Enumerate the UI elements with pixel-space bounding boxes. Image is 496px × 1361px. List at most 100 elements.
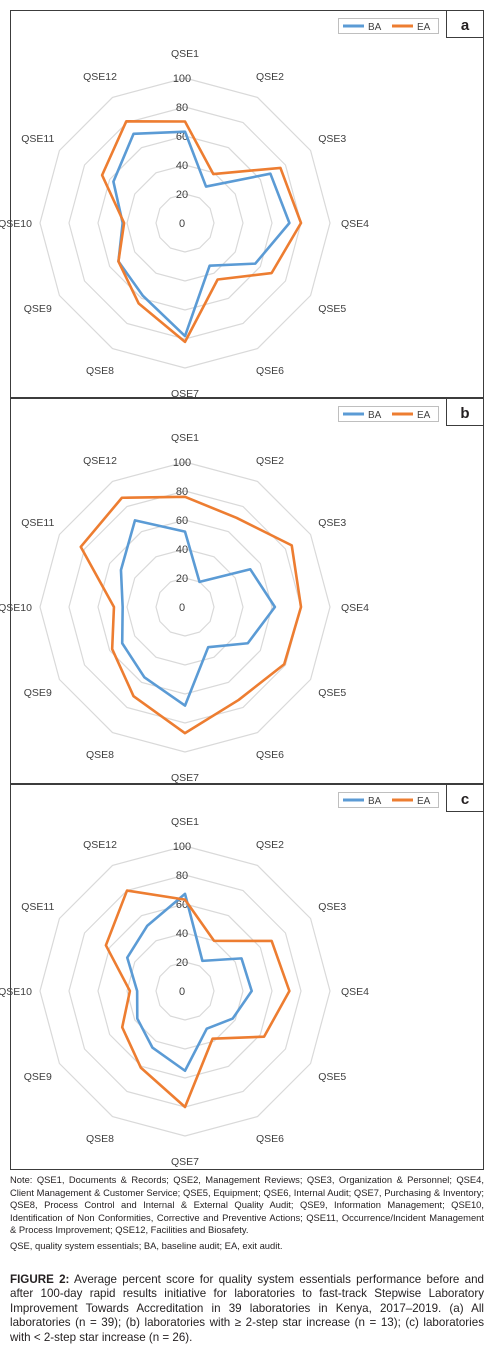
legend-label-ea: EA xyxy=(417,22,431,33)
grid-ring xyxy=(39,77,331,369)
radial-tick-label: 0 xyxy=(179,218,185,230)
radial-tick-label: 40 xyxy=(176,160,188,172)
category-label: QSE11 xyxy=(21,517,54,529)
category-label: QSE12 xyxy=(83,839,117,851)
category-label: QSE12 xyxy=(83,71,117,83)
category-label: QSE11 xyxy=(21,901,54,913)
grid-ring xyxy=(155,577,215,637)
panel-label: a xyxy=(461,17,470,34)
grid-ring xyxy=(39,461,331,753)
radial-tick-label: 20 xyxy=(176,957,188,969)
radial-tick-label: 60 xyxy=(176,899,188,911)
category-label: QSE10 xyxy=(0,218,32,230)
radial-tick-label: 100 xyxy=(173,841,191,853)
category-label: QSE9 xyxy=(24,303,52,315)
radial-tick-label: 80 xyxy=(176,486,188,498)
grid-ring xyxy=(155,961,215,1021)
series-line-ea xyxy=(100,119,303,344)
caption-label: FIGURE 2: xyxy=(10,1273,70,1286)
grid-ring xyxy=(97,135,273,311)
legend-box xyxy=(338,792,439,808)
radial-tick-label: 20 xyxy=(176,573,188,585)
series-line-ba xyxy=(125,892,253,1073)
legend-label-ba: BA xyxy=(368,410,382,421)
figure-caption: FIGURE 2: Average percent score for qual… xyxy=(10,1273,484,1345)
category-label: QSE3 xyxy=(318,133,346,145)
category-label: QSE10 xyxy=(0,986,32,998)
radial-tick-label: 100 xyxy=(173,73,191,85)
grid-ring xyxy=(97,903,273,1079)
category-label: QSE2 xyxy=(256,839,284,851)
category-label: QSE5 xyxy=(318,687,346,699)
legend: BA EA xyxy=(338,406,439,422)
grid-ring xyxy=(39,845,331,1137)
panel-frame xyxy=(10,10,484,398)
radial-tick-label: 40 xyxy=(176,544,188,556)
category-label: QSE4 xyxy=(341,986,369,998)
grid-ring xyxy=(126,548,244,666)
series-line-ea xyxy=(79,495,303,735)
acronym-note: QSE, quality system essentials; BA, base… xyxy=(10,1239,283,1251)
category-label: QSE7 xyxy=(171,772,199,784)
abbreviation-note: Note: QSE1, Documents & Records; QSE2, M… xyxy=(10,1174,484,1236)
category-label: QSE10 xyxy=(0,602,32,614)
category-label: QSE6 xyxy=(256,749,284,761)
category-label: QSE1 xyxy=(171,432,199,444)
category-label: QSE5 xyxy=(318,1071,346,1083)
radial-tick-label: 0 xyxy=(179,602,185,614)
category-label: QSE8 xyxy=(86,365,114,377)
category-label: QSE8 xyxy=(86,1133,114,1145)
figure-notes: Note: QSE1, Documents & Records; QSE2, M… xyxy=(10,1174,484,1256)
category-label: QSE9 xyxy=(24,687,52,699)
category-label: QSE3 xyxy=(318,517,346,529)
legend: BA EA xyxy=(338,18,439,34)
category-label: QSE6 xyxy=(256,365,284,377)
panel-label: c xyxy=(461,791,469,808)
category-label: QSE1 xyxy=(171,48,199,60)
legend-box xyxy=(338,18,439,34)
grid-ring xyxy=(126,932,244,1050)
category-label: QSE8 xyxy=(86,749,114,761)
legend: BA EA xyxy=(338,792,439,808)
grid-ring xyxy=(68,106,302,340)
legend-label-ea: EA xyxy=(417,796,431,807)
grid-ring xyxy=(155,193,215,253)
radar-chart-c: 0 20 40 60 80 100 QSE1 QSE2 QSE3 QSE4 QSE5 QSE6 QSE7… xyxy=(0,784,484,1170)
category-label: QSE12 xyxy=(83,455,117,467)
radial-tick-label: 60 xyxy=(176,515,188,527)
legend-label-ba: BA xyxy=(368,22,382,33)
category-label: QSE4 xyxy=(341,602,369,614)
radial-tick-label: 100 xyxy=(173,457,191,469)
category-label: QSE5 xyxy=(318,303,346,315)
legend-label-ba: BA xyxy=(368,796,382,807)
radar-figure: 0 20 40 60 80 100 QSE1 QSE2 QSE3 QSE4 QSE5 QSE6 QSE7… xyxy=(0,10,484,1170)
radar-chart-a: 020406080100QSE1QSE2QSE3QSE4QSE5QSE6QSE7… xyxy=(0,10,484,400)
category-label: QSE9 xyxy=(24,1071,52,1083)
series-line-ba xyxy=(119,519,277,707)
radial-tick-label: 0 xyxy=(179,986,185,998)
grid-ring xyxy=(68,490,302,724)
category-label: QSE11 xyxy=(21,133,54,145)
category-label: QSE7 xyxy=(171,388,199,400)
radar-chart-b: 0 20 40 60 80 100 QSE1 QSE2 QSE3 QSE4 QSE5 QSE6 QSE7… xyxy=(0,398,484,784)
category-label: QSE2 xyxy=(256,71,284,83)
series-line-ea xyxy=(104,889,291,1109)
category-label: QSE7 xyxy=(171,1156,199,1168)
radial-tick-label: 80 xyxy=(176,870,188,882)
category-label: QSE1 xyxy=(171,816,199,828)
legend-box xyxy=(338,406,439,422)
category-label: QSE4 xyxy=(341,218,369,230)
radial-tick-label: 20 xyxy=(176,189,188,201)
radial-tick-label: 40 xyxy=(176,928,188,940)
grid-ring xyxy=(126,164,244,282)
radial-tick-label: 80 xyxy=(176,102,188,114)
category-label: QSE2 xyxy=(256,455,284,467)
category-label: QSE6 xyxy=(256,1133,284,1145)
panel-label: b xyxy=(460,405,469,422)
category-label: QSE3 xyxy=(318,901,346,913)
series-line-ba xyxy=(112,130,291,338)
caption-text: Average percent score for quality system… xyxy=(10,1273,484,1344)
legend-label-ea: EA xyxy=(417,410,431,421)
grid-ring xyxy=(97,519,273,695)
panel-frame xyxy=(10,398,484,784)
